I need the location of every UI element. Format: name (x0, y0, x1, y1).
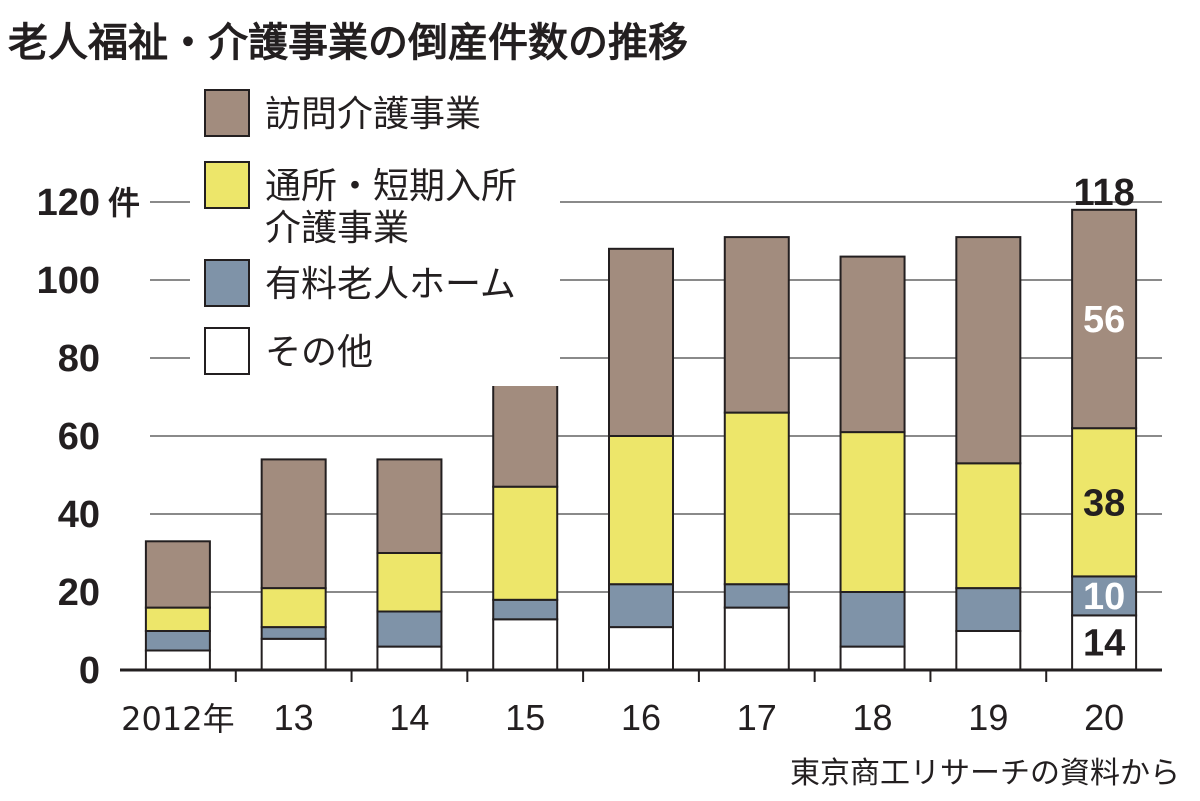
bar-segment-14-2 (376, 552, 443, 613)
y-tick-label-20: 20 (58, 572, 100, 614)
x-tick-label-13: 13 (274, 697, 314, 738)
bar-segment-13-1 (260, 626, 327, 640)
bar-segment-19-0 (955, 630, 1022, 671)
x-tick-label-15: 15 (505, 697, 545, 738)
legend-swatch-2 (204, 259, 250, 307)
data-label-14: 14 (1083, 623, 1125, 665)
bar-segment-17-3 (723, 236, 790, 414)
bar-segment-2012年-1 (144, 630, 211, 652)
bar-segment-20-3 (1071, 208, 1138, 430)
legend-swatch-1 (204, 161, 250, 209)
bar-segment-18-1 (839, 591, 906, 648)
bar-segment-17-2 (723, 411, 790, 586)
chart-title: 老人福祉・介護事業の倒産件数の推移 (8, 20, 688, 66)
bar-segment-15-1 (492, 598, 559, 621)
bar-segment-14-0 (376, 645, 443, 671)
bar-segment-14-1 (376, 610, 443, 648)
y-tick-label-80: 80 (58, 338, 100, 380)
bar-segment-13-0 (260, 637, 327, 671)
bar-segment-13-3 (260, 458, 327, 590)
x-tick-label-16: 16 (621, 697, 661, 738)
bar-segment-13-2 (260, 587, 327, 629)
legend-label-2: 有料老人ホーム (265, 264, 516, 305)
y-unit-label: 件 (108, 184, 140, 222)
data-label-layer: 14 10 38 56 118 (1073, 172, 1134, 665)
y-tick-label-40: 40 (58, 494, 100, 536)
x-tick-label-18: 18 (853, 697, 893, 738)
bar-segment-18-0 (839, 645, 906, 671)
bar-segment-17-1 (723, 583, 790, 609)
bar-segment-15-2 (492, 485, 559, 601)
data-label-56: 56 (1083, 299, 1125, 341)
axis-layer: 0 20 40 60 80 100 120 件 2012年 13 14 15 16 17 18 19 20 (37, 182, 1162, 738)
legend-background (190, 76, 560, 386)
bar-segment-18-3 (839, 255, 906, 434)
bar-segment-19-1 (955, 587, 1022, 632)
bar-segment-17-0 (723, 606, 790, 671)
x-tick-label-2012年: 2012年 (121, 700, 234, 738)
bar-segment-16-3 (608, 247, 674, 437)
y-tick-label-60: 60 (58, 416, 100, 458)
bar-segment-15-0 (492, 618, 559, 671)
bar-segment-16-2 (608, 435, 674, 586)
x-tick-label-20: 20 (1084, 697, 1124, 738)
bar-segment-2012年-0 (144, 649, 211, 671)
bar-segment-19-2 (955, 462, 1022, 590)
bar-segment-18-2 (839, 431, 906, 593)
y-tick-label-100: 100 (37, 260, 100, 302)
data-label-118: 118 (1073, 172, 1134, 214)
bar-segment-15-3 (492, 372, 559, 488)
legend-label-3: その他 (265, 332, 373, 373)
source-note: 東京商工リサーチの資料から (790, 756, 1180, 791)
bar-segment-14-3 (376, 458, 443, 554)
y-tick-label-0: 0 (79, 650, 100, 692)
bar-segment-2012年-2 (144, 606, 211, 632)
bar-layer (144, 208, 1138, 672)
legend-label-0: 訪問介護事業 (265, 94, 481, 135)
data-label-38: 38 (1083, 482, 1125, 524)
data-label-10: 10 (1083, 576, 1125, 618)
bar-segment-20-0 (1071, 614, 1138, 672)
y-tick-label-120: 120 (37, 182, 100, 224)
bar-segment-19-3 (955, 236, 1022, 465)
bar-segment-2012年-3 (144, 540, 211, 609)
x-tick-label-19: 19 (968, 697, 1008, 738)
bar-segment-16-0 (608, 626, 674, 671)
bar-segment-16-1 (608, 583, 674, 629)
legend-swatch-3 (204, 327, 250, 375)
x-tick-label-14: 14 (389, 697, 429, 738)
legend-swatch-0 (204, 89, 250, 137)
x-tick-label-17: 17 (737, 697, 777, 738)
legend-label-1: 通所・短期入所介護事業 (265, 166, 517, 249)
